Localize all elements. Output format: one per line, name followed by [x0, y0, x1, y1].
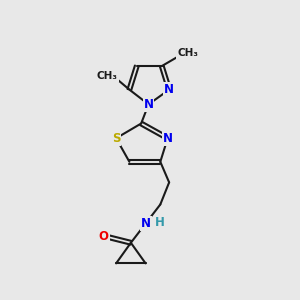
- Text: N: N: [163, 132, 173, 145]
- Text: CH₃: CH₃: [177, 48, 198, 59]
- Text: N: N: [141, 217, 151, 230]
- Text: CH₃: CH₃: [97, 71, 118, 81]
- Text: N: N: [164, 83, 174, 96]
- Text: H: H: [155, 216, 165, 229]
- Text: N: N: [143, 98, 154, 111]
- Text: O: O: [99, 230, 109, 243]
- Text: S: S: [112, 132, 120, 145]
